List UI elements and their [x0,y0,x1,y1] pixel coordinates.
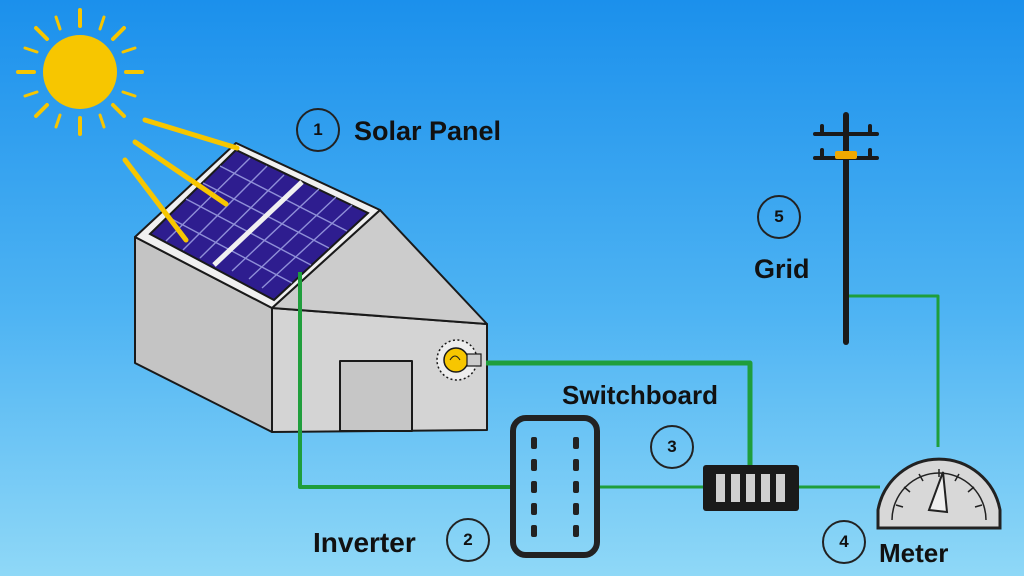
badge-inverter: 2 [446,518,490,562]
wiring [298,272,940,489]
utility-pole-icon [813,112,879,345]
badge-meter: 4 [822,520,866,564]
switchboard-icon [703,465,799,511]
light-bulb-icon [436,339,482,381]
label-meter: Meter [879,538,949,568]
label-inverter: Inverter [313,527,416,558]
badge-solar-panel: 1 [296,108,340,152]
wire-panel-to-inverter [298,272,512,489]
inverter-icon [510,415,600,558]
badge-grid: 5 [757,195,801,239]
meter-icon [876,457,1002,530]
wire-meter-to-grid [848,294,940,447]
sun-rays [122,117,240,243]
wire-switchboard-to-bulb [486,360,753,465]
label-switchboard: Switchboard [562,380,719,410]
sun-icon [16,8,144,136]
label-solar-panel: Solar Panel [354,116,502,146]
label-grid: Grid [754,254,810,284]
badge-switchboard: 3 [650,425,694,469]
